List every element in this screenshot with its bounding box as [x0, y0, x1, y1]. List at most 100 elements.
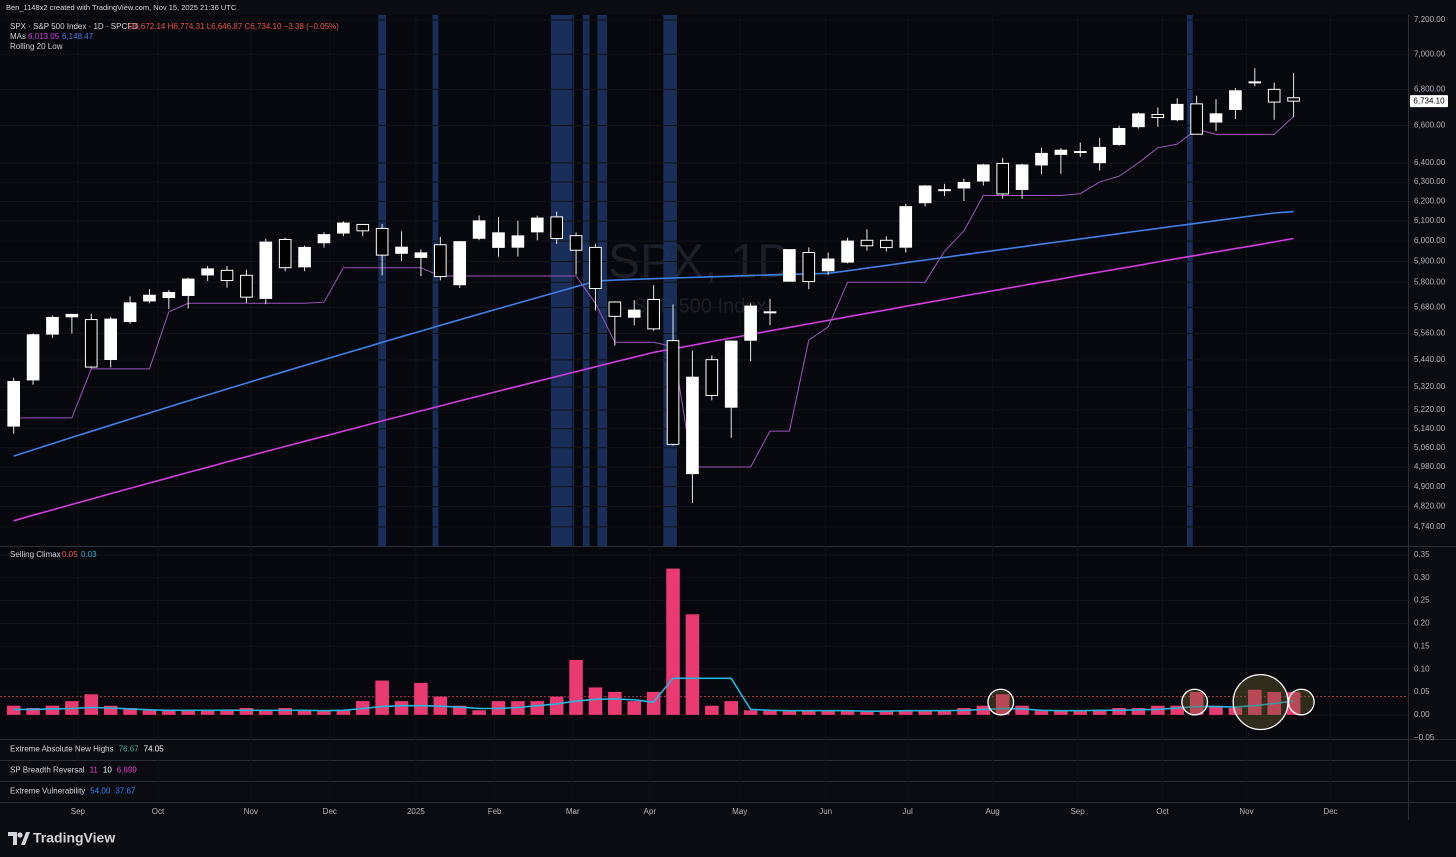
highlight-circle: [1181, 688, 1209, 716]
ohlc: O6,672.14 H6,774.31 L6,646.87 C6,734.10 …: [128, 22, 339, 31]
climax-bar: [530, 701, 545, 715]
climax-title: Selling Climax: [10, 550, 61, 559]
climax-bar: [898, 710, 913, 715]
climax-bar: [1170, 705, 1185, 715]
climax-bar: [26, 708, 40, 715]
highlight-circle: [987, 688, 1015, 716]
candle-body: [821, 258, 835, 272]
climax-bar: [259, 710, 273, 715]
climax-bar: [239, 708, 254, 715]
x-tick-label: Aug: [986, 807, 1000, 816]
climax-bar: [181, 710, 196, 715]
signal-band: [1186, 15, 1193, 546]
candle-body: [1248, 81, 1262, 84]
climax-bar: [1189, 692, 1204, 715]
y-tick-label: 5,800.00: [1414, 277, 1446, 286]
climax-bar: [743, 710, 758, 715]
candle-body: [1151, 114, 1165, 118]
candle-body: [181, 278, 195, 296]
brand: TradingView: [33, 830, 115, 846]
candle-body: [414, 252, 428, 258]
climax-bar: [1092, 710, 1107, 715]
credit: Ben_1148x2 created with TradingView.com,…: [6, 3, 237, 12]
footer-bar: [0, 822, 1456, 857]
climax-bar: [336, 710, 351, 715]
climax-bar: [1054, 710, 1068, 715]
climax-bar: [452, 705, 467, 715]
candle-body: [7, 380, 21, 427]
candle-body: [841, 240, 854, 263]
indicator-line: [13, 116, 1294, 468]
climax-bar: [724, 701, 738, 715]
climax-bar: [588, 687, 603, 715]
candle-body: [530, 217, 544, 233]
candle-body: [647, 298, 660, 330]
climax-bar: [937, 710, 952, 715]
candle-body: [1054, 149, 1068, 155]
climax-bar: [821, 711, 835, 715]
candle-body: [666, 340, 680, 445]
y-tick-label: 0.35: [1414, 550, 1430, 559]
y-tick-label: 6,100.00: [1414, 216, 1446, 225]
climax-bar: [45, 705, 60, 715]
x-tick-label: Mar: [566, 807, 580, 816]
climax-bar: [375, 680, 389, 715]
candle-body: [1132, 113, 1145, 128]
y-tick-label: 0.10: [1414, 664, 1430, 673]
candle-body: [686, 376, 699, 475]
y-tick-label: 6,000.00: [1414, 236, 1446, 245]
x-tick-label: 2025: [407, 807, 425, 816]
candle-body: [511, 235, 525, 248]
y-tick-label: 5,140.00: [1414, 424, 1446, 433]
climax-bar: [200, 710, 215, 715]
x-tick-label: Nov: [244, 807, 258, 816]
candle-body: [1073, 151, 1087, 154]
candle-body: [1190, 103, 1203, 135]
candle-body: [375, 227, 389, 256]
candle-body: [802, 251, 816, 283]
climax-bar: [608, 692, 622, 715]
candle-body: [123, 302, 137, 323]
candle-body: [1229, 90, 1242, 110]
candle-body: [298, 246, 311, 268]
candle-body: [938, 189, 951, 192]
candle-body: [65, 313, 79, 318]
climax-bar: [976, 705, 991, 715]
highlight-circle: [1287, 688, 1315, 716]
price-label: 6,734.10: [1413, 96, 1445, 105]
indicator-value: 37.67: [115, 787, 136, 796]
candle-body: [724, 340, 738, 408]
candle-body: [317, 234, 331, 244]
candle-body: [162, 291, 176, 299]
climax-bar: [317, 711, 331, 715]
x-tick-label: Sep: [1070, 807, 1085, 816]
candle-body: [84, 319, 98, 368]
y-tick-label: 6,200.00: [1414, 196, 1446, 205]
y-tick-label: 0.30: [1414, 573, 1430, 582]
climax-bar: [1248, 689, 1262, 715]
candle-body: [1093, 146, 1106, 164]
climax-bar: [1015, 705, 1029, 715]
candle-body: [1015, 164, 1029, 190]
candle-body: [395, 246, 408, 254]
climax-bar: [685, 614, 700, 715]
candle-body: [356, 223, 370, 232]
indicator-value: 10: [103, 766, 112, 775]
candle-body: [143, 294, 156, 302]
y-tick-label: 7,200.00: [1414, 15, 1446, 24]
climax-bar: [1112, 708, 1126, 715]
rolling-label: Rolling 20 Low: [10, 42, 63, 51]
x-tick-label: Nov: [1239, 807, 1253, 816]
symbol: SPX · S&P 500 Index · 1D · SPCFD: [10, 22, 138, 31]
climax-bar: [860, 711, 874, 715]
candle-body: [1287, 97, 1300, 102]
climax-bar: [549, 696, 564, 715]
candle-body: [899, 206, 913, 248]
signal-band: [550, 15, 575, 546]
climax-bar: [957, 708, 971, 715]
plot: [0, 15, 1408, 802]
indicator-value: 6,699: [117, 766, 138, 775]
candle-body: [1170, 103, 1184, 121]
climax-bar: [666, 568, 680, 715]
